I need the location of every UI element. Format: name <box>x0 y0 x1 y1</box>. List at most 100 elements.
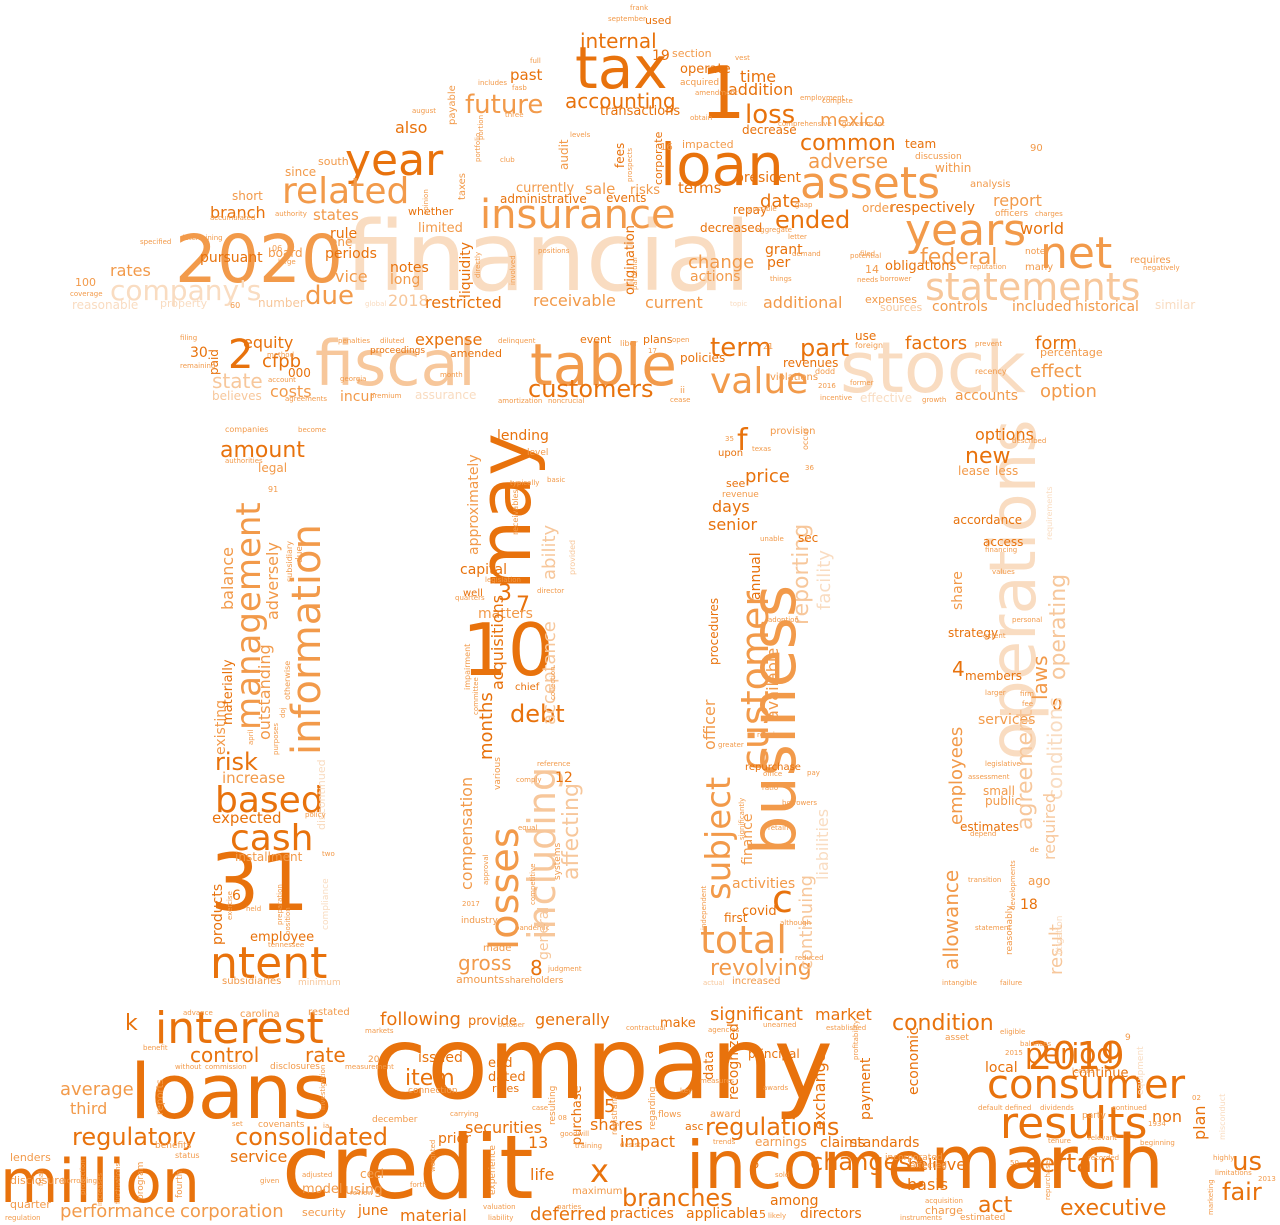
word-plans: plans <box>643 333 673 346</box>
word-south: south <box>318 155 349 168</box>
word-directors: directors <box>800 1206 862 1222</box>
word-without: without <box>175 1063 202 1071</box>
word-form: form <box>1035 333 1077 354</box>
word-addition: addition <box>728 80 793 99</box>
word-n15: 15 <box>752 1208 766 1221</box>
word-forth: forth <box>410 1181 427 1189</box>
word-greater: greater <box>718 741 744 749</box>
word-former: former <box>850 379 874 387</box>
word-section: section <box>672 47 712 60</box>
word-repurchase: repurchase <box>745 762 801 773</box>
word-competitive: competitive <box>529 863 537 905</box>
word-employees: employees <box>946 727 967 825</box>
word-insurance: insurance <box>480 192 676 238</box>
word-reasonable: reasonable <box>72 298 138 312</box>
word-experience: experience <box>488 1145 498 1195</box>
word-n20: 20 <box>368 1055 380 1065</box>
word-penalties: penalties <box>338 337 370 345</box>
word-office: office <box>763 770 782 778</box>
word-rules: rules <box>492 1082 519 1095</box>
word-expense: expense <box>415 330 482 349</box>
word-fourth: fourth <box>175 1171 185 1198</box>
word-includes: includes <box>478 79 507 87</box>
word-set: set <box>232 1120 243 1128</box>
word-industry: industry <box>461 916 499 926</box>
word-options: options <box>975 425 1034 444</box>
word-risk: risk <box>215 748 258 776</box>
word-eligible: eligible <box>1000 1028 1025 1036</box>
word-future: future <box>465 90 543 120</box>
word-us: us <box>1232 1147 1262 1177</box>
word-n2018: 2018 <box>388 291 429 310</box>
word-factors: factors <box>905 333 967 354</box>
word-repay: repay <box>733 203 767 217</box>
word-status: status <box>175 1151 200 1160</box>
word-resulting: resulting <box>548 1086 558 1125</box>
word-audit: audit <box>557 139 571 170</box>
word-default: default <box>978 1104 1003 1112</box>
word-vice: vice <box>335 267 368 286</box>
word-n2019: 2019 <box>1028 1034 1125 1078</box>
word-obligations: obligations <box>885 259 957 274</box>
word-regarding: regarding <box>648 1087 658 1130</box>
word-effect: effect <box>1030 361 1082 382</box>
word-time: time <box>740 67 776 86</box>
word-described: described <box>1012 437 1046 445</box>
word-cfpb: cfpb <box>262 351 301 372</box>
word-percentage: percentage <box>1040 346 1103 359</box>
word-installment: installment <box>235 850 303 864</box>
word-basic: basic <box>547 476 565 484</box>
word-issued: issued <box>418 1050 463 1066</box>
word-reporting: reporting <box>789 524 814 625</box>
word-borrowing: borrowing <box>62 1177 97 1185</box>
word-payment: payment <box>858 1057 874 1120</box>
word-requirements: requirements <box>1045 486 1054 540</box>
word-september: september <box>608 15 646 23</box>
word-compensation: compensation <box>457 777 476 890</box>
word-year: year <box>345 135 444 186</box>
word-data: data <box>702 1051 717 1080</box>
word-period: period <box>1025 1037 1114 1070</box>
word-litigation: litigation <box>1055 916 1065 956</box>
word-connection: connection <box>408 1086 458 1096</box>
word-december: december <box>372 1115 418 1125</box>
word-texas: texas <box>752 445 771 453</box>
word-decrease: decrease <box>742 123 797 137</box>
word-training: training <box>575 1142 602 1150</box>
word-agreements: agreements <box>285 395 327 403</box>
word-equipment: equipment <box>1136 1046 1146 1095</box>
word-acceptance: acceptance <box>539 621 560 725</box>
word-n7: 7 <box>516 593 530 618</box>
word-n100: 100 <box>75 276 96 289</box>
word-trends: trends <box>713 1138 736 1146</box>
word-expenses: expenses <box>865 293 917 306</box>
word-adoption: adoption <box>768 616 799 624</box>
word-outstanding: outstanding <box>255 644 274 740</box>
word-order: order <box>862 201 894 215</box>
word-prospects: prospects <box>626 148 634 182</box>
word-n13: 13 <box>528 1133 548 1152</box>
word-n12: 12 <box>555 770 573 786</box>
word-small: small <box>983 784 1015 798</box>
word-contractual: contractual <box>626 1024 666 1032</box>
word-exchange: exchange <box>810 1052 829 1130</box>
word-program: program <box>136 1162 146 1200</box>
word-operating: operating <box>1046 574 1071 680</box>
word-violations: violations <box>770 372 818 383</box>
word-n1: 1 <box>700 51 746 135</box>
word-amendment: amendment <box>695 89 738 97</box>
word-changes: changes <box>810 1148 911 1176</box>
word-n2015: 2015 <box>1005 1049 1023 1057</box>
word-ii: ii <box>680 386 685 396</box>
word-lending: lending <box>497 428 549 444</box>
word-date: date <box>760 191 801 212</box>
word-following: following <box>380 1009 461 1030</box>
word-legislative: legislative <box>985 760 1021 768</box>
word-corporation: corporation <box>180 1201 284 1222</box>
word-n16: 16 <box>660 142 673 153</box>
word-global: global <box>365 300 386 308</box>
word-additional: additional <box>763 293 842 312</box>
word-security: security <box>302 1206 346 1219</box>
word-taxes: taxes <box>457 173 468 200</box>
word-n21: 21 <box>763 342 773 351</box>
